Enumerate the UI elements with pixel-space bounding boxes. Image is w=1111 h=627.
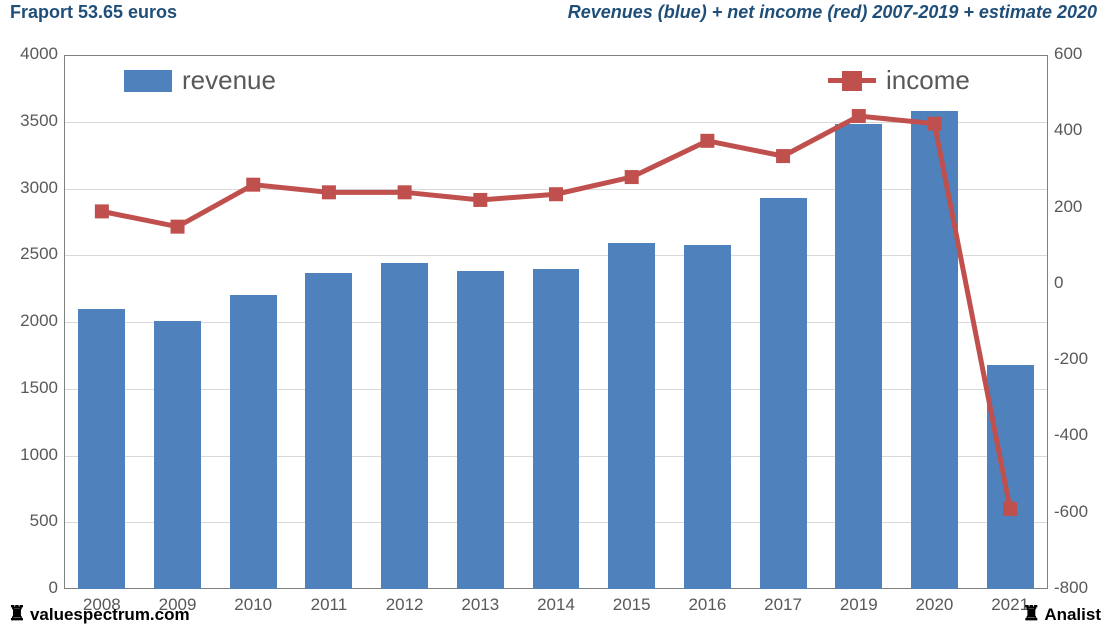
legend-revenue: revenue xyxy=(124,65,276,96)
chart-area: 05001000150020002500300035004000-800-600… xyxy=(10,25,1101,619)
bar xyxy=(835,124,882,589)
y-left-tick-label: 3000 xyxy=(20,178,58,198)
y-right-tick-label: 200 xyxy=(1054,197,1082,217)
bar xyxy=(911,111,958,589)
rook-icon: ♜ xyxy=(8,604,26,624)
y-left-tick-label: 1000 xyxy=(20,445,58,465)
y-right-tick-label: 0 xyxy=(1054,273,1063,293)
gridline xyxy=(65,189,1047,190)
bar xyxy=(608,243,655,589)
gridline xyxy=(65,255,1047,256)
rook-icon: ♜ xyxy=(1022,604,1040,624)
legend-revenue-label: revenue xyxy=(182,65,276,96)
legend-income: income xyxy=(828,65,970,96)
bar xyxy=(987,365,1034,589)
footer-left-text: valuespectrum.com xyxy=(30,605,190,625)
y-left-tick-label: 3500 xyxy=(20,111,58,131)
bar xyxy=(154,321,201,589)
y-right-tick-label: 400 xyxy=(1054,120,1082,140)
y-left-tick-label: 2000 xyxy=(20,311,58,331)
footer-right-text: Analist xyxy=(1044,605,1101,625)
bar xyxy=(760,198,807,589)
y-left-tick-label: 4000 xyxy=(20,44,58,64)
bar xyxy=(230,295,277,589)
title-right: Revenues (blue) + net income (red) 2007-… xyxy=(568,2,1097,23)
bar xyxy=(457,271,504,589)
y-right-tick-label: -600 xyxy=(1054,502,1088,522)
bar xyxy=(78,309,125,589)
y-left-tick-label: 0 xyxy=(49,578,58,598)
y-right-tick-label: -400 xyxy=(1054,425,1088,445)
y-right-tick-label: -800 xyxy=(1054,578,1088,598)
y-right-tick-label: -200 xyxy=(1054,349,1088,369)
y-right-tick-label: 600 xyxy=(1054,44,1082,64)
chart-title-bar: Fraport 53.65 euros Revenues (blue) + ne… xyxy=(0,0,1111,23)
footer-left: ♜ valuespectrum.com xyxy=(8,604,190,625)
y-left-tick-label: 1500 xyxy=(20,378,58,398)
bar xyxy=(684,245,731,589)
legend-income-swatch xyxy=(828,78,876,83)
y-left-tick-label: 500 xyxy=(30,511,58,531)
footer: ♜ valuespectrum.com ♜ Analist xyxy=(0,604,1111,627)
bar xyxy=(305,273,352,589)
gridline xyxy=(65,122,1047,123)
y-left-tick-label: 2500 xyxy=(20,244,58,264)
legend-revenue-swatch xyxy=(124,70,172,92)
title-left: Fraport 53.65 euros xyxy=(10,2,177,23)
bar xyxy=(381,263,428,589)
bar xyxy=(533,269,580,589)
footer-right: ♜ Analist xyxy=(1022,604,1101,625)
legend-income-label: income xyxy=(886,65,970,96)
